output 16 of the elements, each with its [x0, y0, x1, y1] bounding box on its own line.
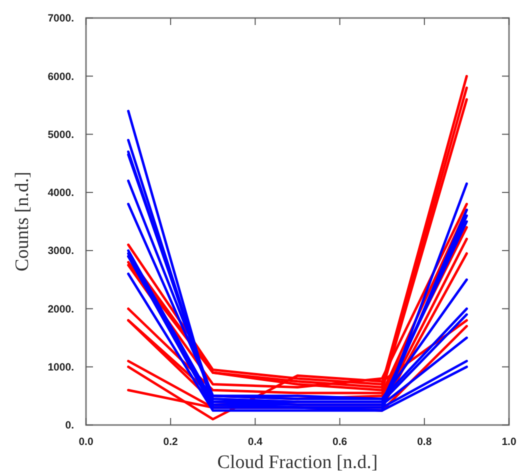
- y-tick-label: 0.: [65, 420, 74, 432]
- x-axis-title: Cloud Fraction [n.d.]: [217, 452, 378, 473]
- y-tick-label: 7000.: [48, 12, 74, 25]
- y-tick-label: 2000.: [48, 303, 74, 316]
- y-tick-label: 4000.: [48, 187, 74, 200]
- y-tick-label: 1000.: [48, 362, 74, 374]
- x-tick-label: 1.0: [502, 436, 516, 448]
- y-tick-label: 3000.: [48, 245, 74, 258]
- y-axis-title: Counts [n.d.]: [12, 172, 33, 272]
- x-tick-label: 0.0: [78, 436, 94, 448]
- y-tick-label: 6000.: [48, 70, 74, 83]
- y-tick-label: 5000.: [48, 128, 74, 141]
- x-tick-label: 0.4: [248, 436, 263, 448]
- x-tick-label: 0.2: [163, 436, 178, 448]
- x-tick-label: 0.6: [332, 436, 348, 448]
- x-tick-label: 0.8: [417, 436, 432, 448]
